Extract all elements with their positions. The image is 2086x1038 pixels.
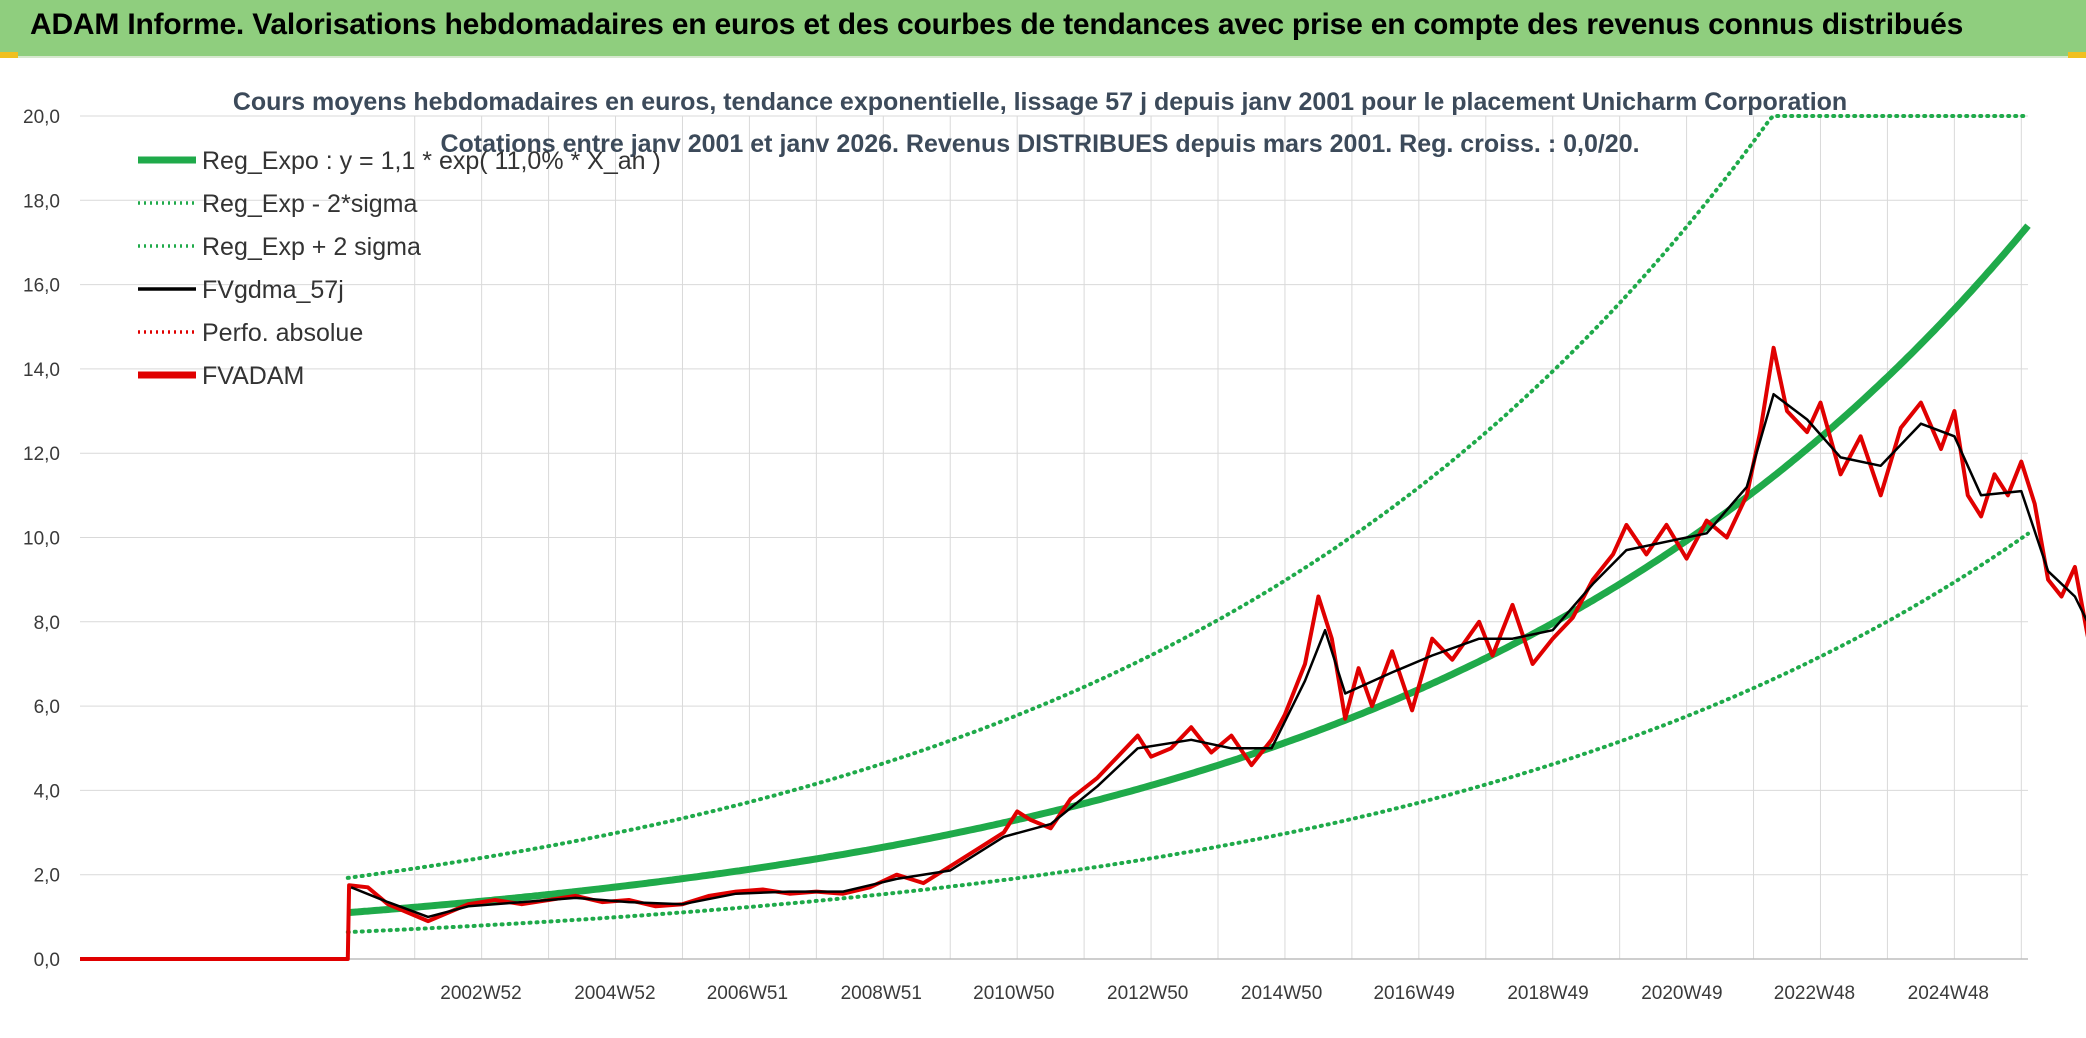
corner-mark-right [2068, 52, 2086, 58]
x-tick-label: 2020W49 [1641, 983, 1722, 1004]
x-tick-label: 2010W50 [973, 983, 1054, 1004]
header-banner: ADAM Informe. Valorisations hebdomadaire… [0, 0, 2086, 58]
series-reg-exp-minus-2sigma [345, 531, 2030, 935]
x-tick-label: 2022W48 [1774, 983, 1855, 1004]
chart-subtitle-line-1: Cours moyens hebdomadaires en euros, ten… [233, 88, 1847, 116]
y-tick-label: 12,0 [23, 444, 60, 465]
series-fvadam [80, 345, 2086, 961]
series-reg-expo [347, 223, 2031, 917]
page-title: ADAM Informe. Valorisations hebdomadaire… [30, 8, 1964, 41]
y-tick-label: 14,0 [23, 360, 60, 381]
x-tick-label: 2018W49 [1507, 983, 1588, 1004]
y-tick-label: 16,0 [23, 276, 60, 297]
chart-series [80, 114, 2086, 961]
y-tick-label: 0,0 [34, 950, 60, 971]
x-tick-label: 2012W50 [1107, 983, 1188, 1004]
x-tick-label: 2006W51 [707, 983, 788, 1004]
legend-label: Reg_Expo : y = 1,1 * exp( 11,0% * X_an ) [202, 147, 661, 175]
x-tick-label: 2008W51 [841, 983, 922, 1004]
y-tick-label: 20,0 [23, 107, 60, 128]
chart: 0,02,04,06,08,010,012,014,016,018,020,0 … [23, 88, 2086, 1004]
x-tick-label: 2024W48 [1908, 983, 1989, 1004]
x-tick-label: 2014W50 [1241, 983, 1322, 1004]
chart-subtitle: Cours moyens hebdomadaires en euros, ten… [233, 88, 1847, 158]
corner-mark-left [0, 52, 18, 58]
x-tick-label: 2016W49 [1373, 983, 1454, 1004]
y-tick-label: 6,0 [34, 697, 60, 718]
x-axis: 2002W52 2004W52 2006W51 2008W51 2010W50 2012W… [440, 983, 1989, 1004]
legend-label: FVADAM [202, 362, 304, 390]
legend-label: Reg_Exp + 2 sigma [202, 233, 421, 261]
y-tick-label: 8,0 [34, 613, 60, 634]
chart-legend: Reg_Expo : y = 1,1 * exp( 11,0% * X_an )… [138, 147, 661, 390]
x-tick-label: 2004W52 [574, 983, 655, 1004]
y-tick-label: 18,0 [23, 191, 60, 212]
chart-grid [80, 115, 2028, 960]
legend-label: FVgdma_57j [202, 276, 344, 304]
y-tick-label: 2,0 [34, 866, 60, 887]
chart-subtitle-line-2: Cotations entre janv 2001 et janv 2026. … [440, 130, 1639, 158]
y-axis: 0,0 2,0 4,0 6,0 8,0 10,0 12,0 14,0 16,0 18,0 20,0 [23, 107, 60, 971]
y-tick-label: 4,0 [34, 781, 60, 802]
x-tick-label: 2002W52 [440, 983, 521, 1004]
legend-label: Perfo. absolue [202, 319, 363, 347]
legend-label: Reg_Exp - 2*sigma [202, 190, 417, 218]
y-tick-label: 10,0 [23, 529, 60, 550]
series-fvgdma-57j [350, 392, 2086, 919]
series-reg-exp-plus-2sigma [345, 114, 2030, 880]
